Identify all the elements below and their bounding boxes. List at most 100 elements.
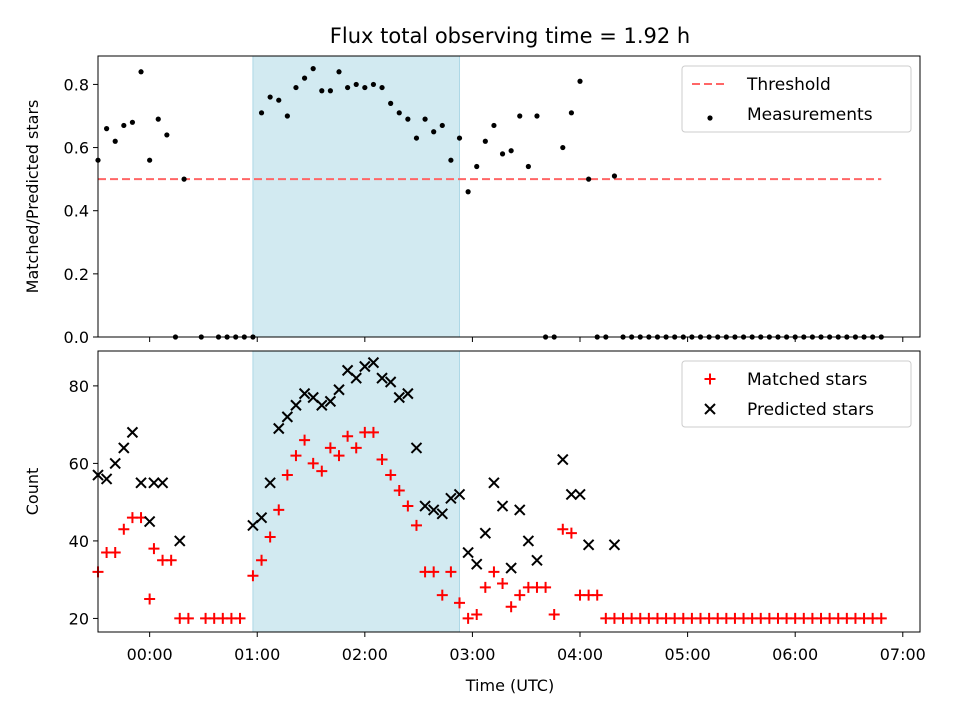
matched-star-point [165, 554, 177, 566]
predicted-star-point [359, 360, 371, 373]
y-tick-label: 80 [69, 377, 89, 396]
predicted-star-point [436, 508, 449, 520]
x-tick-label: 05:00 [665, 645, 711, 664]
predicted-star-point [445, 492, 457, 504]
predicted-star-point [290, 399, 302, 411]
measurement-point [258, 110, 265, 116]
measurement-point [508, 148, 514, 154]
predicted-star-point [496, 500, 509, 512]
predicted-star-point [557, 453, 569, 466]
matched-star-point [505, 601, 517, 613]
measurement-point [276, 97, 282, 103]
predicted-star-point [488, 477, 500, 489]
matched-star-point [307, 457, 319, 469]
matched-star-point [144, 593, 156, 605]
measurement-point [293, 84, 299, 91]
top-panel-marks [95, 66, 884, 340]
predicted-star-point [298, 387, 311, 400]
predicted-star-point [143, 515, 156, 528]
predicted-star-point [479, 527, 492, 539]
measurement-point [517, 113, 523, 119]
legend-measurement-swatch [707, 115, 713, 121]
bottom-panel-frame [97, 350, 921, 633]
predicted-star-point [427, 504, 440, 516]
y-tick-label: 0.6 [64, 139, 89, 158]
predicted-star-point [376, 372, 388, 384]
matched-star-point [471, 609, 483, 621]
y-tick-label: 60 [69, 454, 89, 473]
predicted-star-point [505, 562, 517, 574]
legend-box [681, 65, 912, 133]
matched-star-point [324, 442, 336, 454]
matched-star-point [462, 612, 474, 624]
x-tick-label: 01:00 [234, 645, 280, 664]
measurement-point [413, 135, 420, 141]
predicted-star-point [419, 500, 431, 512]
matched-star-point [445, 566, 457, 578]
predicted-star-point [574, 488, 586, 501]
top-panel: 0.00.20.40.60.8 Matched/Predicted stars … [23, 55, 921, 347]
predicted-star-point [565, 488, 578, 501]
predicted-star-point [410, 442, 423, 454]
observing-window-shade-top [252, 55, 461, 338]
measurement-point [164, 132, 170, 138]
matched-star-point [565, 527, 577, 539]
predicted-star-point [462, 546, 474, 559]
predicted-star-point [100, 473, 113, 485]
matched-star-point [367, 426, 379, 438]
predicted-star-point [471, 558, 483, 570]
measurement-point [310, 66, 316, 72]
x-tick-label: 00:00 [127, 645, 173, 664]
measurement-point [370, 81, 377, 88]
measurement-point [301, 75, 308, 81]
x-tick-label: 07:00 [880, 645, 926, 664]
measurement-point [388, 100, 394, 106]
predicted-star-point [109, 457, 121, 470]
measurement-point [396, 110, 402, 116]
measurement-point [465, 189, 471, 195]
matched-star-point [410, 519, 422, 531]
y-tick-label: 0.0 [64, 328, 89, 347]
measurement-point [181, 176, 187, 182]
matched-star-point [479, 581, 491, 593]
matched-star-point [316, 465, 328, 477]
measurement-point [379, 84, 385, 91]
matched-star-point [247, 570, 259, 582]
matched-star-point [376, 454, 388, 466]
measurement-point [525, 163, 531, 170]
measurement-point [534, 113, 540, 119]
matched-star-point [497, 578, 509, 590]
predicted-star-point [281, 411, 294, 423]
legend-predicted-swatch [704, 403, 716, 415]
measurement-point [327, 88, 333, 94]
measurement-point [560, 144, 566, 151]
measurement-point [362, 84, 368, 91]
measurement-point [422, 116, 428, 122]
predicted-star-point [135, 477, 147, 489]
matched-star-point [402, 500, 414, 512]
legend-label: Predicted stars [747, 400, 874, 420]
matched-star-point [234, 612, 246, 624]
predicted-star-point [367, 356, 380, 369]
matched-star-point [488, 566, 500, 578]
matched-star-point [548, 609, 560, 621]
bottom-y-axis-label: Count [23, 468, 42, 516]
predicted-star-point [453, 488, 466, 501]
matched-star-point [333, 450, 345, 462]
matched-star-point [256, 554, 268, 566]
measurement-point [129, 119, 136, 125]
matched-star-point [454, 597, 466, 609]
measurement-point [456, 135, 463, 141]
matched-star-point [342, 430, 354, 442]
legend-label: Matched stars [747, 370, 867, 390]
matched-star-point [281, 469, 293, 481]
matched-star-point [299, 434, 311, 446]
y-tick-label: 0.2 [64, 265, 89, 284]
x-axis-label: Time (UTC) [465, 676, 554, 695]
matched-star-point [875, 612, 887, 624]
matched-star-point [148, 543, 160, 555]
predicted-star-point [402, 387, 414, 400]
measurement-point [104, 126, 110, 132]
top-legend: Threshold Measurements [681, 65, 912, 133]
predicted-star-point [126, 426, 139, 439]
